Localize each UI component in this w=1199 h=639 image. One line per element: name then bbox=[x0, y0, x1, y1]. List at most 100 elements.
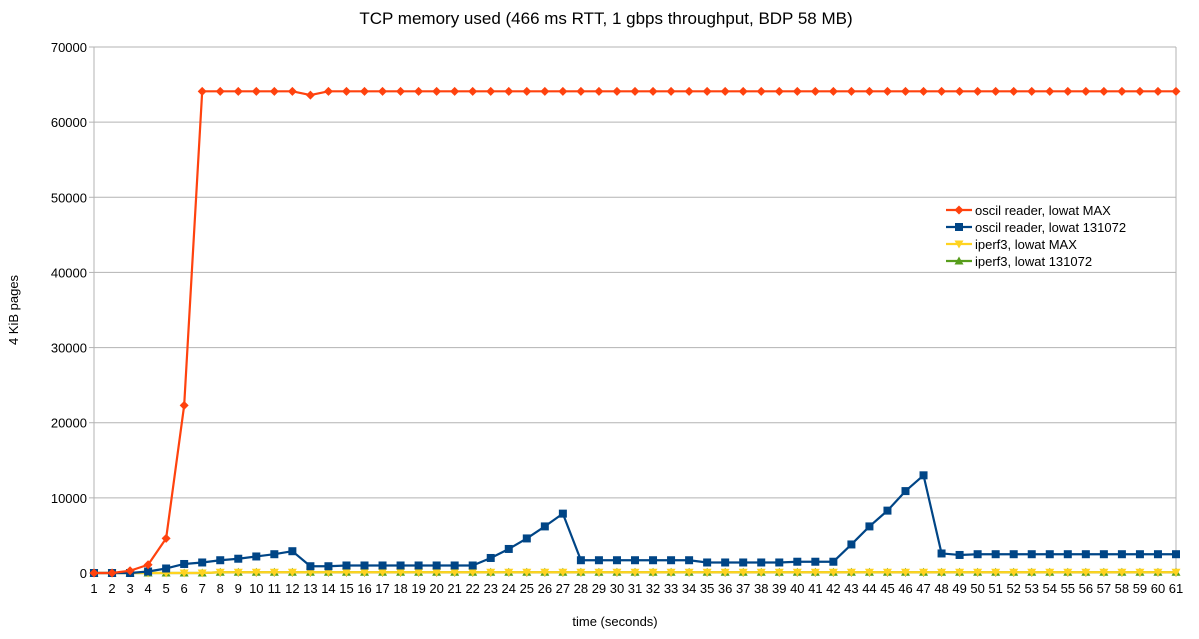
x-tick-label: 34 bbox=[682, 581, 696, 596]
legend-entry: iperf3, lowat MAX bbox=[946, 237, 1077, 252]
data-point bbox=[685, 556, 694, 565]
data-point bbox=[973, 550, 982, 559]
series-2 bbox=[90, 471, 1180, 577]
data-point bbox=[215, 86, 225, 96]
data-point bbox=[919, 86, 929, 96]
data-point bbox=[810, 568, 820, 577]
data-point bbox=[233, 568, 243, 577]
data-point bbox=[1135, 550, 1144, 559]
data-point bbox=[1117, 86, 1127, 96]
x-tick-label: 15 bbox=[339, 581, 353, 596]
data-point bbox=[864, 568, 874, 577]
data-point bbox=[594, 556, 603, 565]
data-point bbox=[846, 568, 856, 577]
x-tick-label: 21 bbox=[447, 581, 461, 596]
data-point bbox=[883, 506, 892, 515]
x-tick-label: 41 bbox=[808, 581, 822, 596]
data-point bbox=[631, 556, 639, 565]
data-point bbox=[450, 86, 460, 96]
data-point bbox=[269, 86, 279, 96]
x-tick-label: 18 bbox=[393, 581, 407, 596]
series-1 bbox=[89, 86, 1181, 578]
data-point bbox=[540, 86, 550, 96]
data-point bbox=[198, 558, 207, 567]
data-point bbox=[234, 554, 243, 563]
data-point bbox=[1009, 86, 1019, 96]
data-point bbox=[792, 568, 802, 577]
data-point bbox=[973, 568, 983, 577]
data-point bbox=[1099, 86, 1109, 96]
x-tick-label: 36 bbox=[718, 581, 732, 596]
data-point bbox=[774, 86, 784, 96]
x-tick-label: 57 bbox=[1097, 581, 1111, 596]
legend-label: oscil reader, lowat MAX bbox=[975, 203, 1111, 218]
series-line bbox=[94, 90, 1176, 575]
data-point bbox=[937, 568, 947, 577]
x-tick-label: 5 bbox=[163, 581, 170, 596]
data-point bbox=[991, 550, 1000, 559]
data-point bbox=[882, 568, 892, 577]
data-point bbox=[162, 564, 171, 573]
x-tick-label: 54 bbox=[1043, 581, 1057, 596]
data-point bbox=[738, 568, 748, 577]
data-point bbox=[901, 568, 910, 577]
x-tick-label: 61 bbox=[1169, 581, 1183, 596]
data-point bbox=[667, 556, 676, 565]
data-point bbox=[991, 86, 1001, 96]
x-tick-label: 3 bbox=[126, 581, 133, 596]
x-tick-label: 35 bbox=[700, 581, 714, 596]
y-tick-label: 10000 bbox=[51, 491, 87, 506]
data-point bbox=[991, 568, 1001, 577]
x-tick-label: 42 bbox=[826, 581, 840, 596]
data-point bbox=[1153, 550, 1162, 559]
data-point bbox=[1027, 568, 1037, 577]
legend-label: iperf3, lowat 131072 bbox=[975, 254, 1092, 269]
legend-entry: iperf3, lowat 131072 bbox=[946, 254, 1092, 269]
x-tick-label: 32 bbox=[646, 581, 660, 596]
data-point bbox=[305, 568, 315, 577]
legend: oscil reader, lowat MAX oscil reader, low… bbox=[946, 203, 1126, 269]
x-tick-label: 19 bbox=[411, 581, 425, 596]
x-tick-label: 28 bbox=[574, 581, 588, 596]
legend-marker bbox=[955, 223, 963, 231]
data-point bbox=[829, 557, 838, 566]
x-tick-label: 56 bbox=[1079, 581, 1093, 596]
data-point bbox=[414, 86, 424, 96]
x-tick-label: 6 bbox=[181, 581, 188, 596]
data-point bbox=[666, 568, 676, 577]
data-point bbox=[1027, 550, 1036, 559]
data-point bbox=[540, 568, 550, 577]
x-axis-ticks: 1 2 3 4 5 6 7 8 9 10 11 12 13 14 15 16 17 18 19 20 21 22 23 24 2… bbox=[90, 573, 1183, 596]
x-tick-label: 25 bbox=[520, 581, 534, 596]
data-point bbox=[468, 568, 478, 577]
data-point bbox=[1045, 550, 1054, 559]
data-point bbox=[468, 86, 478, 96]
data-point bbox=[630, 86, 640, 96]
data-point bbox=[396, 86, 406, 96]
data-point bbox=[1063, 568, 1073, 577]
data-point bbox=[630, 568, 640, 577]
data-point bbox=[414, 568, 424, 577]
data-point bbox=[1135, 86, 1145, 96]
x-tick-label: 7 bbox=[199, 581, 206, 596]
data-point bbox=[558, 86, 568, 96]
x-tick-label: 13 bbox=[303, 581, 317, 596]
x-tick-label: 50 bbox=[970, 581, 984, 596]
x-tick-label: 45 bbox=[880, 581, 894, 596]
chart-title: TCP memory used (466 ms RTT, 1 gbps thro… bbox=[359, 9, 852, 28]
data-point bbox=[305, 90, 315, 100]
y-axis-label: 4 KiB pages bbox=[6, 274, 21, 345]
data-point bbox=[702, 86, 712, 96]
data-point bbox=[793, 557, 802, 566]
data-point bbox=[414, 561, 423, 570]
data-point bbox=[864, 86, 874, 96]
x-tick-label: 37 bbox=[736, 581, 750, 596]
x-tick-label: 48 bbox=[934, 581, 948, 596]
data-point bbox=[324, 562, 333, 571]
data-point bbox=[648, 86, 658, 96]
data-point bbox=[955, 86, 965, 96]
data-point bbox=[1171, 86, 1181, 96]
y-tick-label: 20000 bbox=[51, 416, 87, 431]
data-point bbox=[179, 400, 189, 410]
data-point bbox=[1099, 568, 1109, 577]
